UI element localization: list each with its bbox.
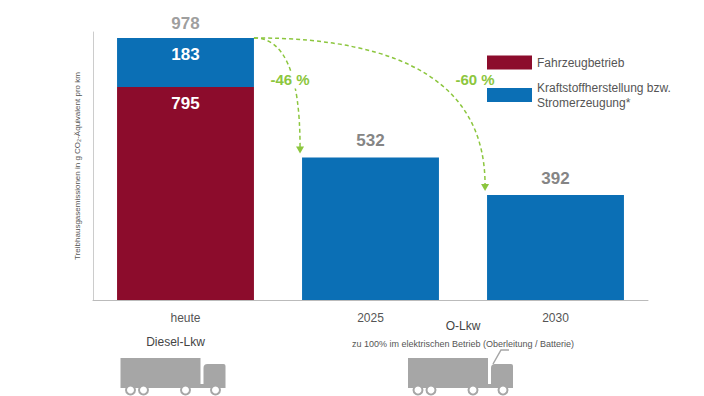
svg-text:O-Lkw: O-Lkw — [446, 319, 481, 333]
svg-text:Diesel-Lkw: Diesel-Lkw — [146, 335, 205, 349]
svg-text:532: 532 — [356, 131, 384, 150]
svg-text:heute: heute — [170, 311, 200, 325]
svg-text:795: 795 — [171, 94, 199, 113]
svg-text:Stromerzeugung*: Stromerzeugung* — [537, 96, 631, 110]
svg-text:Fahrzeugbetrieb: Fahrzeugbetrieb — [537, 56, 625, 70]
svg-text:-60 %: -60 % — [455, 71, 494, 88]
svg-text:Kraftstoffherstellung bzw.: Kraftstoffherstellung bzw. — [537, 81, 674, 95]
svg-text:392: 392 — [541, 169, 569, 188]
svg-text:183: 183 — [171, 45, 199, 64]
svg-text:2025: 2025 — [357, 311, 384, 325]
svg-text:-46 %: -46 % — [270, 71, 309, 88]
svg-text:2030: 2030 — [542, 311, 569, 325]
svg-text:zu 100% im elektrischen Betrie: zu 100% im elektrischen Betrieb (Oberlei… — [352, 339, 574, 349]
svg-text:Treibhausgasemissionen in g CO: Treibhausgasemissionen in g CO₂-Äquivale… — [73, 72, 82, 260]
svg-text:978: 978 — [171, 14, 199, 33]
